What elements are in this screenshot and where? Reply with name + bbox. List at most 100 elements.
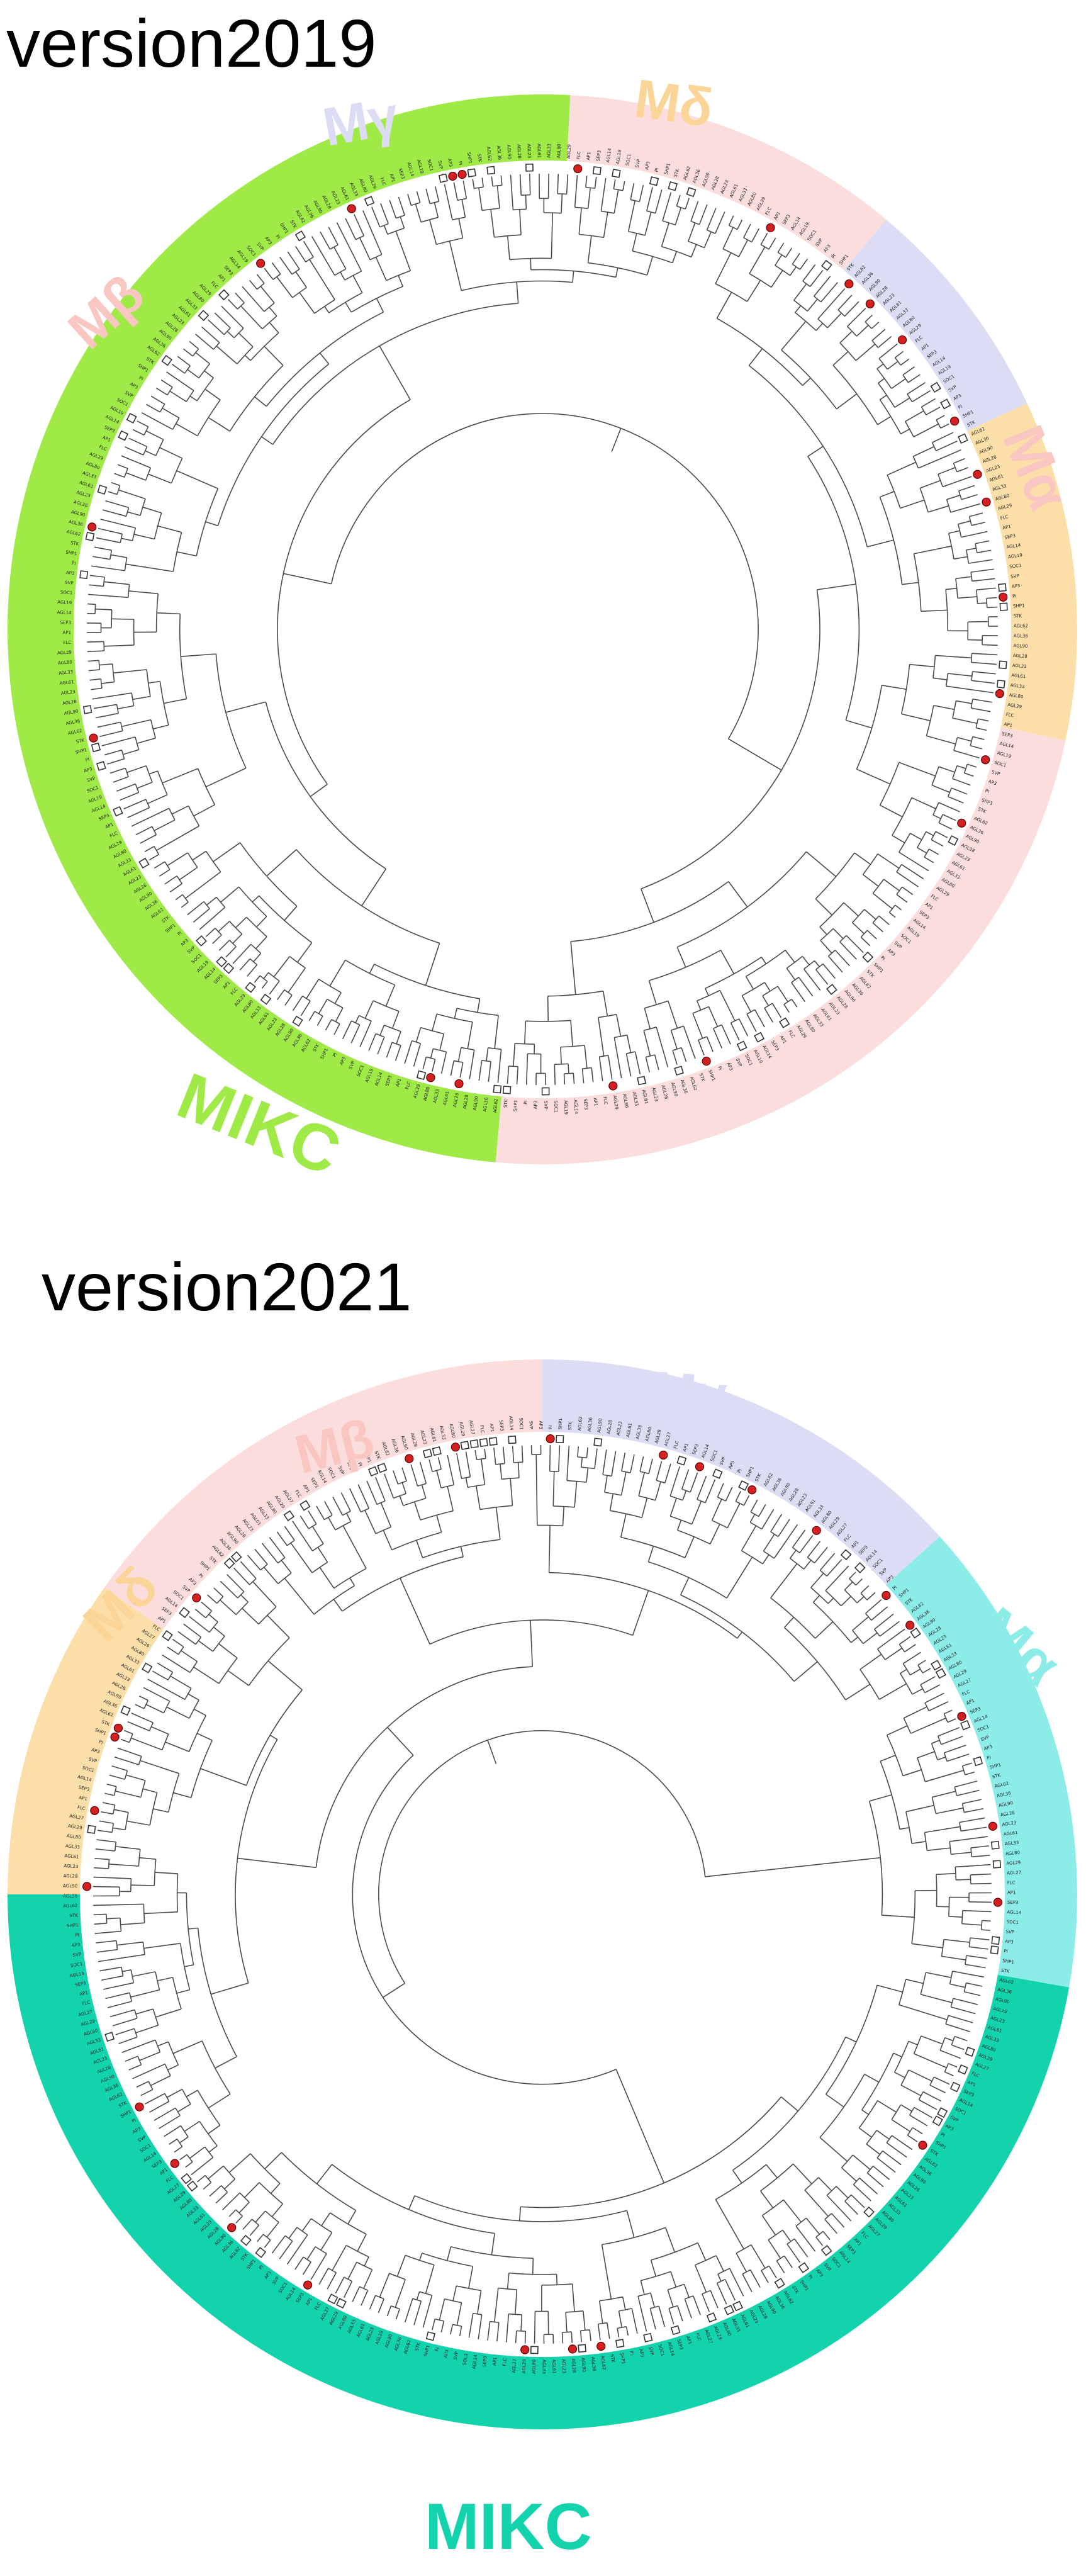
square-marker [425,2331,436,2341]
leaf-label: AGL90 [506,145,512,159]
red-circle-marker [844,279,854,289]
red-circle-marker [981,755,990,765]
leaf-label: AP1 [685,2336,693,2345]
square-marker [223,962,235,974]
leaf-label: AP1 [593,1098,598,1106]
leaf-label: SHP1 [1002,1958,1014,1965]
leaf-label: STK [76,738,85,745]
leaf-label: PI [717,1066,723,1071]
leaf-label: AGL62 [486,146,493,161]
red-circle-marker [865,299,875,308]
leaf-label: AGL90 [580,2358,586,2373]
leaf-label: AGL28 [516,144,522,159]
square-marker [736,1040,747,1052]
square-marker [493,1084,502,1094]
leaf-label: SEP3 [60,620,71,625]
red-circle-marker [702,1057,711,1066]
leaf-label: AGL61 [537,143,542,158]
leaf-markers [79,163,1008,1096]
square-marker [91,742,101,753]
square-marker [649,176,659,186]
square-marker [738,1480,749,1491]
square-marker [948,835,959,846]
leaf-label: SVP [647,2346,654,2356]
square-marker [479,1437,488,1448]
leaf-label: SVP [453,2351,459,2361]
leaf-label: AGL62 [63,1903,77,1909]
leaf-label: AGL33 [59,670,74,676]
leaf-label: AGL90 [64,709,79,716]
leaf-label: AGL33 [1004,1840,1019,1847]
leaf-label: SVP [529,1421,534,1430]
square-marker [240,2234,252,2246]
leaf-label: AGL80 [556,143,562,158]
leaf-label: PI [457,160,463,166]
leaf-label: PI [807,2274,814,2280]
square-marker [138,857,150,869]
leaf-label: AGL29 [1007,702,1022,710]
square-marker [113,806,123,817]
leaf-label: PI [198,1573,204,1579]
leaf-label: AGL29 [57,650,72,656]
leaf-label: AP1 [1002,524,1012,531]
clade-band-delta [8,1587,164,1894]
red-circle-marker [303,2280,313,2290]
leaf-label: AP1 [586,152,591,160]
square-marker [973,1756,983,1767]
square-marker [686,187,697,198]
red-circle-marker [451,1443,460,1452]
leaf-label: AP3 [65,570,74,577]
red-circle-marker [82,1882,92,1891]
red-circle-marker [812,1526,821,1535]
square-marker [991,1936,1000,1945]
leaf-label: FLC [1000,514,1009,521]
leaf-label: PI [984,788,990,794]
red-circle-marker [993,1898,1002,1907]
leaf-label: STK [476,154,483,163]
leaf-label: STK [69,1913,78,1919]
leaf-label: SOC1 [1009,563,1022,569]
square-marker [186,2180,198,2192]
leaf-label: SEP3 [1002,731,1014,739]
leaf-label: AGL28 [462,1094,470,1110]
square-marker [724,2305,735,2315]
leaf-markers [82,1434,1002,2354]
red-circle-marker [608,1081,618,1091]
leaf-label: SHP1 [619,2353,626,2365]
square-marker [990,1945,999,1955]
square-marker [774,2278,785,2289]
leaf-label: AGL23 [60,689,76,696]
square-marker [821,259,832,271]
leaf-label: SEP3 [498,1420,504,1431]
leaf-label: SEP3 [1004,533,1016,540]
square-marker [965,2046,975,2057]
red-circle-marker [170,2159,179,2168]
leaf-label: SEP3 [482,2356,488,2367]
leaf-label: SOC1 [553,1101,559,1113]
square-marker [142,1662,153,1673]
square-marker [79,570,89,580]
leaf-label: SHP1 [1013,604,1025,609]
leaf-label: SHP1 [513,1100,518,1112]
leaf-label: AP3 [72,1942,81,1948]
leaf-label: AGL80 [532,2359,537,2374]
leaf-label: PI [737,1468,743,1474]
leaf-label: AGL28 [1000,1810,1016,1818]
leaf-label: AGL62 [493,1098,499,1113]
red-circle-marker [405,1454,414,1463]
square-marker [674,1066,684,1076]
red-circle-marker [227,2223,237,2232]
leaf-label: PI [71,561,76,566]
leaf-label: SOC1 [625,154,632,166]
square-marker [255,2247,267,2258]
leaf-label: AGL36 [1014,633,1029,638]
leaf-label: AGL28 [571,2358,577,2373]
leaf-label: AGL90 [473,1096,479,1111]
leaf-label: PI [131,2118,137,2124]
square-marker [230,1551,242,1563]
leaf-label: PI [357,1461,363,1467]
leaf-label: AP1 [389,173,396,183]
leaf-label: AP3 [447,158,453,167]
square-marker [377,1463,388,1473]
square-marker [460,1441,470,1450]
